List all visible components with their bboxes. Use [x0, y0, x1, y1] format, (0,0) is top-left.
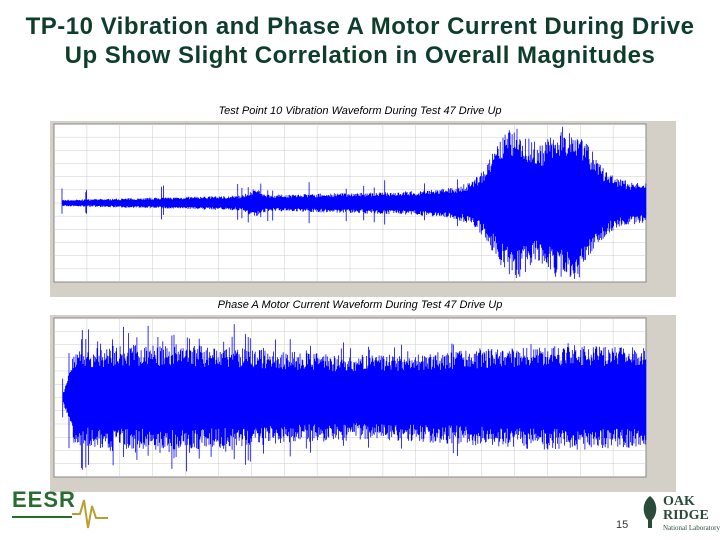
figure-caption: Phase A Motor Current Waveform During Te… [217, 299, 503, 311]
slide-title: TP-10 Vibration and Phase A Motor Curren… [25, 13, 695, 69]
logo-wave [72, 499, 108, 529]
logo-right-bottom: National Laboratory [663, 524, 720, 532]
logo-graphic [12, 499, 108, 529]
waveform [62, 324, 647, 472]
logo-bar [12, 516, 72, 518]
waveform-panel [50, 121, 676, 297]
waveform [61, 126, 647, 279]
oak-leaf [643, 496, 657, 528]
logo-right-top: OAK [663, 494, 695, 509]
waveform-panel [50, 315, 676, 492]
figure-caption: Test Point 10 Vibration Waveform During … [218, 105, 502, 117]
leaf-shape [643, 496, 657, 528]
page-number: 15 [616, 519, 629, 531]
logo-left: EESR [12, 487, 76, 512]
logo-right-middle: RIDGE [663, 508, 709, 523]
